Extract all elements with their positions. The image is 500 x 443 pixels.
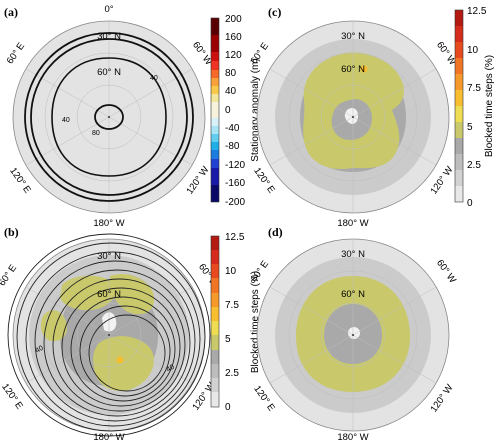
panel-a: (a) 40 40 80 0° 60° E 60° W 120° E 120° … [4, 4, 261, 229]
panel-d-lon-60w: 60° W [434, 258, 458, 286]
panel-a-colorbar-ticks: 200 160 120 80 40 0 -40 -80 -120 -160 -2… [225, 14, 245, 208]
panel-c-colorbar [454, 9, 464, 203]
panel-d-lon-60e: 60° E [249, 259, 271, 284]
panel-c-cb-tick-0: 12.5 [467, 6, 487, 17]
panel-b-contour-label-1: 40 [35, 345, 45, 355]
panel-b-label: (b) [4, 225, 19, 239]
panel-a-lon-60e: 60° E [5, 41, 27, 66]
panel-b-contours [7, 233, 211, 437]
panel-a-contours [24, 32, 194, 202]
panel-a-cb-tick-8: -120 [225, 160, 245, 171]
panel-d-lat-60n: 60° N [341, 289, 365, 300]
panel-c-cb-tick-3: 5 [467, 122, 473, 133]
panel-c-lon-180w: 180° W [337, 218, 368, 229]
panel-b: (b) 40 [0, 225, 261, 443]
panel-d-lat-30n: 30° N [341, 249, 365, 260]
panel-d-pole-dot [352, 334, 354, 336]
panel-c-lat-60n: 60° N [341, 64, 365, 75]
panel-c-cb-tick-2: 7.5 [467, 83, 481, 94]
panel-a-contour-label-2: 40 [150, 75, 158, 82]
panel-a-lon-60w: 60° W [190, 40, 214, 68]
panel-a-label: (a) [4, 5, 18, 19]
panel-a-cb-tick-10: -200 [225, 197, 245, 208]
panel-c-lon-60w: 60° W [434, 40, 458, 68]
panel-b-lat-60n: 60° N [97, 289, 121, 300]
panel-b-pole-dot [108, 334, 110, 336]
panel-c-cb-tick-4: 2.5 [467, 160, 481, 171]
panel-a-cb-tick-7: -80 [225, 141, 240, 152]
panel-a-cb-tick-6: -40 [225, 123, 240, 134]
panel-d-label: (d) [268, 225, 283, 239]
panel-b-cb-tick-5: 0 [225, 402, 231, 413]
panel-a-lat-60n: 60° N [97, 67, 121, 78]
panel-d: (d) 60° E 60° W 120° E 120° W 180° W 30°… [249, 225, 458, 443]
panel-a-cb-tick-3: 80 [225, 68, 237, 79]
panel-c-colorbar-ticks: 12.5 10 7.5 5 2.5 0 [467, 6, 487, 209]
panel-b-cb-tick-1: 10 [225, 266, 237, 277]
panel-d-lon-180w: 180° W [337, 432, 368, 443]
panel-a-lat-30n: 30° N [97, 31, 121, 42]
panel-c-lat-30n: 30° N [341, 31, 365, 42]
panel-b-colorbar [210, 235, 220, 408]
panel-c-cb-tick-5: 0 [467, 198, 473, 209]
panel-a-contour-label-3: 80 [92, 130, 100, 137]
panel-b-contour-label-2: 40 [166, 364, 176, 374]
panel-b-cb-tick-3: 5 [225, 334, 231, 345]
panel-a-cb-tick-4: 40 [225, 86, 237, 97]
panel-a-lon-0: 0° [104, 4, 113, 15]
panel-a-cb-tick-2: 120 [225, 50, 242, 61]
panel-c-colorbar-title: Blocked time steps (%) [484, 55, 495, 157]
panel-c-lon-60e: 60° E [249, 41, 271, 66]
panel-a-cb-tick-0: 200 [225, 14, 242, 25]
panel-a-cb-tick-9: -160 [225, 178, 245, 189]
panel-a-cb-tick-1: 160 [225, 32, 242, 43]
panel-b-lon-120e: 120° E [0, 382, 25, 412]
panel-a-pole-dot [108, 116, 110, 118]
panel-a-colorbar-title: Stationary anomaly (m) [250, 58, 261, 161]
panel-a-lon-180w: 180° W [93, 218, 124, 229]
panel-b-cb-tick-0: 12.5 [225, 232, 245, 243]
panel-b-lon-180w: 180° W [93, 432, 124, 443]
panel-c-pole-dot [352, 116, 354, 118]
panel-c-block-max [360, 65, 368, 73]
panel-d-block-ring [296, 276, 410, 392]
panel-c: (c) 60° E 60° W 120° E 120° W 180° W 30°… [249, 5, 495, 229]
panel-b-cb-tick-2: 7.5 [225, 300, 239, 311]
panel-a-contour-label-1: 40 [62, 117, 70, 124]
panel-c-label: (c) [268, 5, 281, 19]
panel-a-colorbar [210, 17, 220, 203]
panel-b-colorbar-ticks: 12.5 10 7.5 5 2.5 0 [225, 232, 245, 413]
panel-c-cb-tick-1: 10 [467, 45, 479, 56]
panel-b-lat-30n: 30° N [97, 251, 121, 262]
panel-c-block-ring [303, 52, 405, 170]
panel-b-lon-60e: 60° E [0, 263, 19, 288]
panel-b-cb-tick-4: 2.5 [225, 368, 239, 379]
panel-b-colorbar-title: Blocked time steps (%) [250, 271, 261, 373]
panel-b-block-region-2 [110, 274, 155, 315]
panel-b-block-max [116, 356, 124, 364]
panel-a-cb-tick-5: 0 [225, 105, 231, 116]
